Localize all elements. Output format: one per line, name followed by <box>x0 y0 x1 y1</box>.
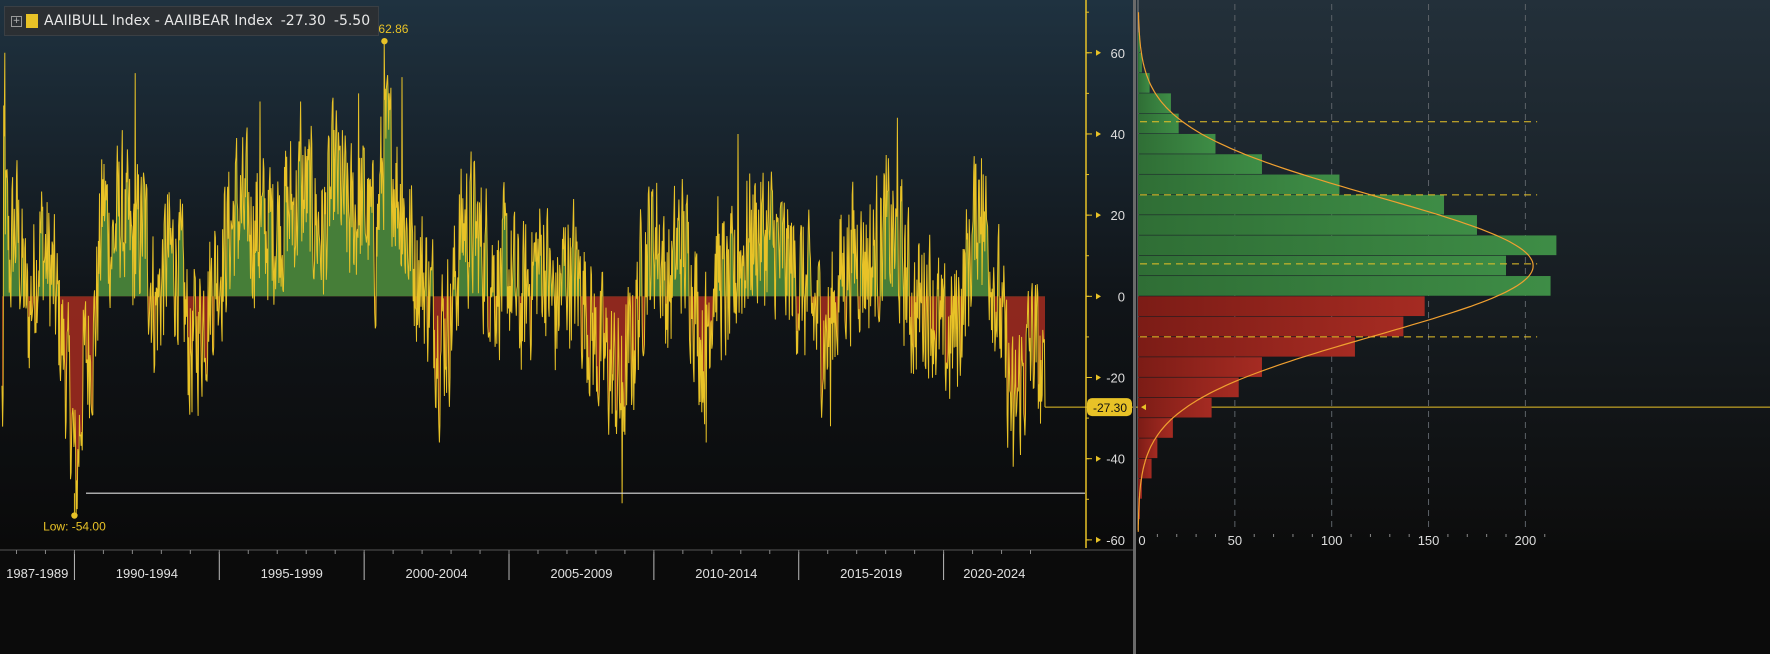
histogram-bar <box>1138 276 1551 296</box>
panel-separator <box>1133 0 1136 654</box>
high-marker <box>381 37 388 45</box>
histogram-bar <box>1138 458 1152 479</box>
histogram-tick-label: 150 <box>1418 533 1440 548</box>
histogram-tick-label: 0 <box>1138 533 1145 548</box>
series-line <box>1 41 1046 516</box>
low-label: Low: -54.00 <box>43 520 106 534</box>
expand-icon[interactable]: + <box>11 15 22 27</box>
y-tick-label: 0 <box>1118 289 1125 304</box>
legend-last-value: -27.30 <box>280 13 326 29</box>
timeline-label: 2005-2009 <box>550 566 612 581</box>
histogram-tick-label: 100 <box>1321 533 1343 548</box>
legend[interactable]: + AAIIBULL Index - AAIIBEAR Index -27.30… <box>4 6 380 36</box>
histogram-tick-label: 50 <box>1228 533 1242 548</box>
y-tick-label: 40 <box>1111 127 1125 142</box>
histogram-last-arrow <box>1141 404 1146 411</box>
histogram-bar <box>1138 418 1173 438</box>
histogram-bar <box>1138 255 1507 276</box>
histogram-bar <box>1138 194 1445 215</box>
y-tick-label: 20 <box>1111 208 1125 223</box>
y-tick-arrow <box>1096 130 1101 137</box>
y-tick-label: -60 <box>1106 533 1125 548</box>
histogram-bar <box>1138 235 1557 256</box>
histogram-bar <box>1138 174 1340 195</box>
y-tick-label: -20 <box>1106 371 1125 386</box>
histogram-bar <box>1138 336 1355 357</box>
y-tick-arrow <box>1096 455 1101 462</box>
histogram-bar <box>1138 397 1212 418</box>
histogram-bar <box>1138 32 1140 53</box>
y-tick-label: 60 <box>1111 46 1125 61</box>
timeline-label: 2015-2019 <box>840 566 902 581</box>
histogram-bar <box>1138 93 1171 114</box>
histogram-bar <box>1138 316 1404 337</box>
y-tick-arrow <box>1096 536 1101 543</box>
histogram-bar <box>1138 113 1179 134</box>
histogram-bar <box>1138 215 1477 235</box>
last-value-badge-label: -27.30 <box>1093 401 1127 415</box>
histogram-bar <box>1138 154 1262 174</box>
normal-curve <box>1137 12 1534 532</box>
low-marker <box>71 512 78 519</box>
y-tick-arrow <box>1096 374 1101 381</box>
timeline-label: 2020-2024 <box>963 566 1025 581</box>
histogram-bar <box>1138 133 1216 154</box>
y-tick-arrow <box>1096 293 1101 300</box>
timeline-label: 1995-1999 <box>261 566 323 581</box>
legend-label: AAIIBULL Index - AAIIBEAR Index <box>44 13 273 29</box>
y-tick-arrow <box>1096 212 1101 219</box>
last-value-badge <box>1087 398 1132 417</box>
timeline-label: 1987-1989 <box>6 566 68 581</box>
timeline-background <box>0 550 1770 654</box>
histogram-bar <box>1138 357 1262 377</box>
timeline-label: 2010-2014 <box>695 566 757 581</box>
timeline-label: 1990-1994 <box>116 566 178 581</box>
legend-swatch <box>26 14 38 28</box>
histogram-bar <box>1138 296 1425 317</box>
histogram-bar <box>1138 52 1142 73</box>
y-tick-label: -40 <box>1106 452 1125 467</box>
timeline-label: 2000-2004 <box>405 566 467 581</box>
histogram-bar <box>1138 377 1239 398</box>
legend-change-value: -5.50 <box>333 13 371 29</box>
histogram-tick-label: 200 <box>1515 533 1537 548</box>
histogram-bar <box>1138 73 1150 93</box>
y-tick-arrow <box>1096 49 1101 56</box>
